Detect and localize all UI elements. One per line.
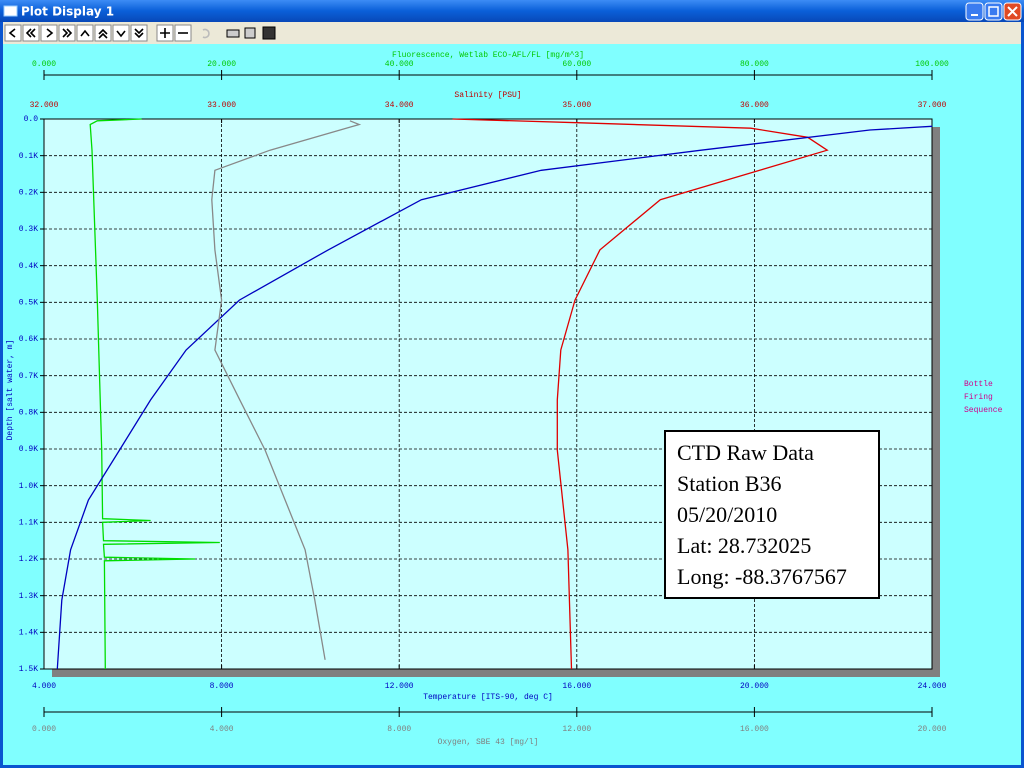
tool-icon xyxy=(202,28,210,39)
x-tick-label: 20.000 xyxy=(207,60,236,69)
tool-copy[interactable] xyxy=(244,27,256,39)
x-axis-label: Salinity [PSU] xyxy=(454,91,521,100)
series-line xyxy=(89,118,220,670)
y-tick-label: 1.2K xyxy=(19,555,38,564)
x-tick-label: 35.000 xyxy=(562,101,591,110)
annotation-line: 05/20/2010 xyxy=(677,502,777,527)
annotation-line: CTD Raw Data xyxy=(677,440,814,465)
x-axis-label: Fluorescence, Wetlab ECO-AFL/FL [mg/m^3] xyxy=(392,51,584,60)
side-label: Sequence xyxy=(964,406,1003,415)
tool-icon xyxy=(62,28,73,38)
annotation-box xyxy=(664,430,880,599)
x-tick-label: 40.000 xyxy=(385,60,414,69)
tool-icon xyxy=(25,28,36,38)
toolbar-buttons xyxy=(4,24,276,42)
maximize-glyph xyxy=(988,6,999,17)
annotation-line: Station B36 xyxy=(677,471,782,496)
y-tick-label: 1.4K xyxy=(19,628,38,637)
x-tick-label: 4.000 xyxy=(32,682,56,691)
x-tick-label: 4.000 xyxy=(210,725,234,734)
x-axis-label: Temperature [ITS-90, deg C] xyxy=(423,693,553,702)
y-tick-label: 0.4K xyxy=(19,262,38,271)
y-tick-label: 1.1K xyxy=(19,518,38,527)
x-tick-label: 16.000 xyxy=(562,682,591,691)
x-tick-label: 20.000 xyxy=(740,682,769,691)
y-tick-label: 0.1K xyxy=(19,152,38,161)
x-tick-label: 8.000 xyxy=(210,682,234,691)
window-icon xyxy=(3,5,18,17)
close-glyph xyxy=(1007,6,1018,17)
tool-icon xyxy=(80,29,90,37)
plot-border xyxy=(43,118,933,670)
title-bar xyxy=(0,0,1024,22)
tool-button[interactable] xyxy=(4,24,22,42)
x-tick-label: 100.000 xyxy=(915,60,949,69)
window-buttons xyxy=(965,2,1022,21)
series-line xyxy=(452,118,829,670)
x-tick-label: 0.000 xyxy=(32,725,56,734)
x-tick-label: 16.000 xyxy=(740,725,769,734)
x-axis-label: Oxygen, SBE 43 [mg/l] xyxy=(438,738,539,747)
tool-button[interactable] xyxy=(112,24,130,42)
tool-icon xyxy=(134,28,144,39)
x-tick-label: 12.000 xyxy=(385,682,414,691)
y-tick-label: 0.5K xyxy=(19,298,38,307)
y-tick-label: 0.8K xyxy=(19,408,38,417)
tool-icon xyxy=(8,28,16,38)
minimize-button[interactable] xyxy=(965,2,984,21)
x-tick-label: 0.000 xyxy=(32,60,56,69)
tool-icon xyxy=(98,28,108,39)
x-tick-label: 37.000 xyxy=(918,101,947,110)
x-tick-label: 12.000 xyxy=(562,725,591,734)
series-line xyxy=(211,120,362,660)
y-tick-label: 0.6K xyxy=(19,335,38,344)
tool-icon xyxy=(160,28,170,38)
series-line xyxy=(56,125,933,670)
x-tick-label: 8.000 xyxy=(387,725,411,734)
x-tick-label: 34.000 xyxy=(385,101,414,110)
x-tick-label: 20.000 xyxy=(918,725,947,734)
window-title: Plot Display 1 xyxy=(21,5,114,19)
y-axis-label: Depth [salt water, m] xyxy=(6,340,15,441)
x-tick-label: 32.000 xyxy=(30,101,59,110)
x-tick-label: 24.000 xyxy=(918,682,947,691)
y-tick-label: 1.5K xyxy=(19,665,38,674)
tool-icon xyxy=(46,28,54,38)
side-label: Firing xyxy=(964,393,993,402)
y-tick-label: 0.9K xyxy=(19,445,38,454)
tool-button[interactable] xyxy=(40,24,58,42)
tool-print[interactable] xyxy=(226,29,240,38)
x-tick-label: 60.000 xyxy=(562,60,591,69)
maximize-button[interactable] xyxy=(984,2,1003,21)
tool-icon xyxy=(116,30,126,38)
tool-save[interactable] xyxy=(262,26,276,40)
y-tick-label: 1.0K xyxy=(19,482,38,491)
y-tick-label: 0.0 xyxy=(24,115,39,124)
toolbar xyxy=(3,22,1021,44)
y-tick-label: 1.3K xyxy=(19,592,38,601)
side-label: Bottle xyxy=(964,380,993,389)
y-tick-label: 0.3K xyxy=(19,225,38,234)
y-tick-label: 0.2K xyxy=(19,188,38,197)
x-tick-label: 80.000 xyxy=(740,60,769,69)
tool-button[interactable] xyxy=(76,24,94,42)
x-tick-label: 33.000 xyxy=(207,101,236,110)
x-tick-label: 36.000 xyxy=(740,101,769,110)
annotation-line: Long: -88.3767567 xyxy=(677,564,847,589)
annotation-line: Lat: 28.732025 xyxy=(677,533,811,558)
y-tick-label: 0.7K xyxy=(19,372,38,381)
chart: 0.0 0.1K 0.2K 0.3K 0.4K 0.5K 0.6K 0.7K 0.8K 0.9K 1… xyxy=(19,51,949,747)
minimize-glyph xyxy=(971,14,978,16)
